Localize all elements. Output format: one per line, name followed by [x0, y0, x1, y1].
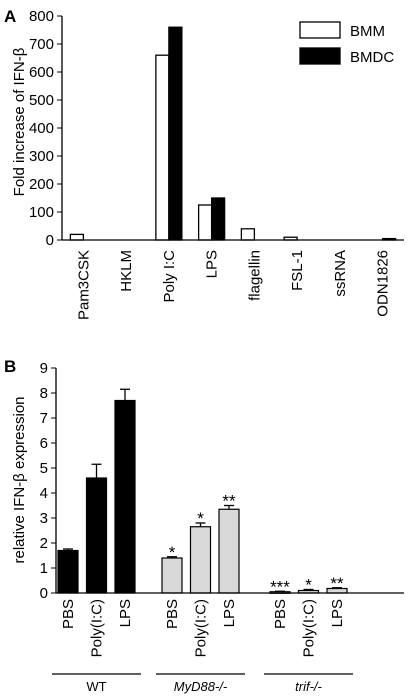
x-category-label: Poly(I:C) — [301, 599, 318, 657]
y-tick-label: 600 — [29, 64, 54, 81]
bar-myd88-lps — [218, 508, 240, 594]
bar-bmdc-poly-i-c — [168, 26, 183, 241]
y-tick-label: 7 — [40, 410, 48, 427]
bar-bmm-pam3csk — [69, 233, 85, 241]
y-tick-label: 1 — [40, 560, 48, 577]
x-category-label: ssRNA — [332, 250, 349, 297]
y-tick-label: 6 — [40, 435, 48, 452]
y-tick-label: 0 — [46, 232, 54, 249]
x-category-label: Poly(I:C) — [193, 599, 210, 657]
legend-swatch-bmm — [299, 21, 341, 39]
y-tick-label: 800 — [29, 8, 54, 25]
legend-swatch-bmdc — [299, 47, 341, 65]
bar-bmm-poly-i-c — [155, 54, 170, 241]
bar-wt-pbs — [57, 549, 79, 594]
x-category-label: LPS — [221, 599, 238, 627]
legend-label-bmdc: BMDC — [350, 49, 394, 66]
bar-wt-lps — [114, 399, 136, 594]
y-tick-label: 4 — [40, 485, 48, 502]
x-category-label: LPS — [117, 599, 134, 627]
x-category-label: HKLM — [118, 250, 135, 292]
y-tick-label: 9 — [40, 360, 48, 377]
bar-wt-polyic — [85, 477, 108, 594]
y-tick-label: 700 — [29, 36, 54, 53]
y-tick-label: 400 — [29, 120, 54, 137]
significance-marker: * — [197, 509, 204, 528]
y-tick-label: 0 — [40, 585, 48, 602]
panel-b-letter: B — [4, 357, 16, 376]
y-tick-label: 200 — [29, 176, 54, 193]
group-label: trif-/- — [295, 679, 322, 694]
y-tick-label: 500 — [29, 92, 54, 109]
bar-bmdc-lps — [210, 197, 226, 241]
panel-a: A Fold increase of IFN-β 0 100 200 300 400 50… — [4, 7, 404, 320]
x-category-label: LPS — [329, 599, 346, 627]
x-category-label: Poly(I:C) — [89, 599, 106, 657]
significance-marker: * — [169, 543, 176, 562]
y-tick-label: 2 — [40, 535, 48, 552]
y-tick-label: 5 — [40, 460, 48, 477]
x-category-label: PBS — [164, 599, 181, 629]
bar-myd88-pbs — [161, 557, 183, 594]
y-tick-label: 8 — [40, 385, 48, 402]
y-tick-label: 3 — [40, 510, 48, 527]
x-category-label: flagellin — [246, 250, 263, 301]
x-category-label: ODN1826 — [375, 250, 392, 317]
x-category-label: LPS — [204, 250, 221, 278]
x-category-label: Poly I:C — [161, 250, 178, 303]
legend-label-bmm: BMM — [350, 23, 385, 40]
panel-b-y-axis-title: relative IFN-β expression — [11, 396, 28, 563]
panel-b: B relative IFN-β expression 0 1 2 3 4 5 6 7 8 9 PB… — [4, 357, 404, 694]
x-category-label: Pam3CSK — [75, 250, 92, 320]
group-label: WT — [86, 679, 106, 694]
significance-marker: * — [305, 576, 312, 595]
x-category-label: PBS — [60, 599, 77, 629]
group-label: MyD88-/- — [174, 679, 228, 694]
x-category-label: PBS — [272, 599, 289, 629]
panel-a-letter: A — [4, 7, 16, 26]
y-tick-label: 100 — [29, 204, 54, 221]
y-tick-label: 300 — [29, 148, 54, 165]
bar-bmm-flagellin — [240, 228, 256, 241]
bar-bmm-lps — [197, 204, 213, 241]
x-category-label: FSL-1 — [289, 250, 306, 291]
significance-marker: ** — [330, 574, 344, 593]
panel-a-y-axis-title: Fold increase of IFN-β — [11, 47, 28, 196]
bar-myd88-polyic — [189, 526, 212, 594]
significance-marker: *** — [270, 577, 290, 596]
significance-marker: ** — [222, 492, 236, 511]
